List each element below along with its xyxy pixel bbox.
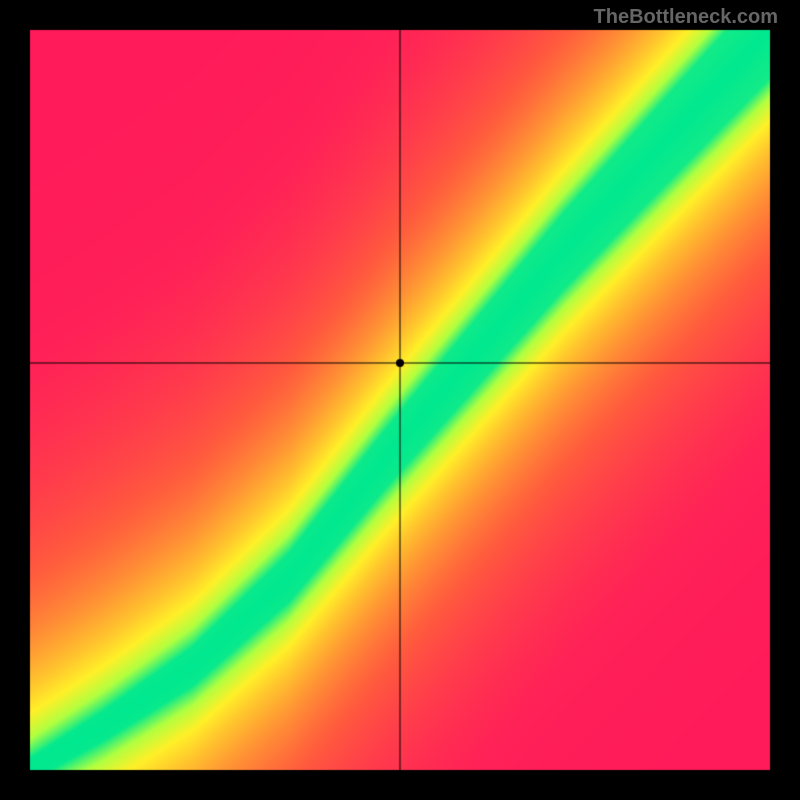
- watermark-text: TheBottleneck.com: [594, 6, 778, 29]
- chart-container: TheBottleneck.com: [0, 0, 800, 800]
- heatmap-canvas: [0, 0, 800, 800]
